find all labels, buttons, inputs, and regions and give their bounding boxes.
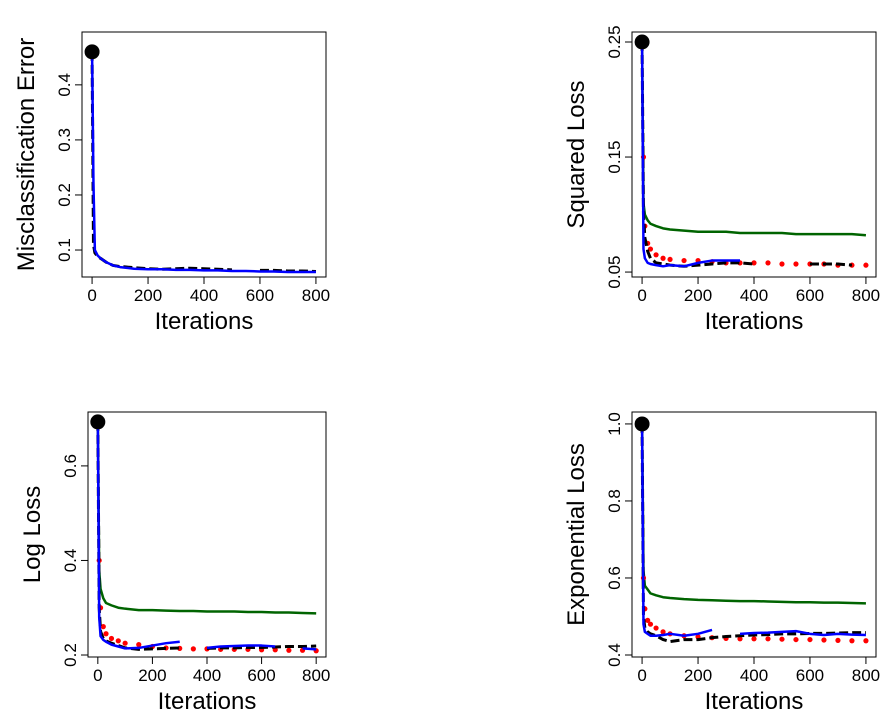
x-axis-title: Iterations	[158, 688, 257, 715]
y-tick-label: 0.2	[61, 643, 80, 667]
x-axis-title: Iterations	[705, 308, 804, 335]
start-marker	[84, 44, 100, 60]
series-line	[96, 421, 317, 651]
plot-frame	[631, 31, 877, 278]
x-tick-label: 600	[247, 666, 275, 685]
y-tick-label: 0.4	[61, 549, 80, 573]
x-tick-label: 0	[637, 666, 646, 685]
panel: 0 200 400 600 800 0.2 0.4 0.6 Iterations Log Loss	[19, 411, 330, 715]
y-tick-label: 0.4	[605, 643, 624, 667]
data-point	[765, 260, 771, 266]
data-point	[793, 636, 799, 643]
y-tick-label: 1.0	[605, 412, 624, 436]
x-tick-label: 400	[740, 286, 768, 305]
panel: 0 200 400 600 800 0.1 0.2 0.3 0.4 Iterations Miscl…	[13, 31, 330, 335]
data-point	[807, 636, 813, 643]
series-line	[640, 423, 866, 605]
x-tick-label: 600	[796, 286, 824, 305]
x-tick-label: 600	[796, 666, 824, 685]
x-tick-label: 400	[740, 666, 768, 685]
data-point	[751, 636, 757, 642]
x-tick-label: 0	[87, 286, 96, 305]
y-axis-title: Exponential Loss	[563, 443, 590, 626]
data-point	[779, 636, 785, 642]
series-line	[96, 421, 317, 615]
data-point	[681, 257, 687, 264]
panel: 0 200 400 600 800 0.05 0.15 0.25 Iterations Squar…	[563, 25, 880, 335]
data-point	[100, 624, 106, 630]
x-tick-label: 200	[138, 666, 166, 685]
y-tick-label: 0.8	[605, 489, 624, 513]
data-point	[647, 246, 654, 252]
start-marker	[634, 416, 650, 432]
series-line	[640, 423, 866, 644]
y-axis-title: Log Loss	[19, 486, 46, 583]
data-point	[667, 256, 673, 263]
series-line	[640, 41, 867, 237]
y-tick-label: 0.3	[55, 128, 74, 152]
x-tick-label: 600	[246, 286, 274, 305]
y-tick-label: 0.25	[605, 25, 624, 58]
data-point	[136, 642, 142, 648]
y-axis-title: Misclassification Error	[13, 38, 40, 271]
data-point	[645, 617, 651, 623]
data-point	[835, 637, 841, 643]
series-line	[90, 51, 316, 273]
series-line	[96, 421, 317, 651]
data-point	[647, 621, 654, 627]
data-point	[821, 637, 827, 643]
x-tick-label: 200	[684, 666, 712, 685]
data-point	[765, 636, 771, 642]
data-point	[849, 638, 855, 644]
data-point	[779, 261, 785, 267]
start-marker	[634, 34, 650, 50]
x-axis-title: Iterations	[155, 308, 254, 335]
data-point	[660, 629, 666, 635]
panel: 0 200 400 600 800 0.4 0.6 0.8 1.0 Iterations Expon…	[563, 411, 880, 715]
data-point	[115, 638, 121, 644]
y-tick-label: 0.4	[55, 73, 74, 97]
data-point	[108, 635, 115, 642]
plot-frame	[631, 411, 877, 658]
y-tick-label: 0.05	[605, 256, 624, 289]
x-tick-label: 200	[684, 286, 712, 305]
series-line	[640, 423, 866, 637]
x-tick-label: 800	[852, 286, 880, 305]
x-tick-label: 800	[302, 286, 330, 305]
x-tick-label: 200	[134, 286, 162, 305]
data-point	[863, 262, 869, 268]
data-point	[122, 640, 128, 646]
y-tick-label: 0.15	[605, 140, 624, 173]
x-tick-label: 800	[852, 666, 880, 685]
series-line	[640, 42, 741, 268]
data-point	[653, 625, 659, 631]
data-point	[793, 261, 799, 267]
y-tick-label: 0.6	[61, 454, 80, 478]
x-tick-label: 0	[637, 286, 646, 305]
y-tick-label: 0.1	[55, 238, 74, 262]
x-axis-title: Iterations	[705, 688, 804, 715]
start-marker	[90, 414, 106, 430]
x-tick-label: 0	[93, 666, 102, 685]
data-point	[660, 255, 666, 261]
data-point	[653, 252, 659, 258]
data-point	[286, 647, 292, 653]
plot-frame	[87, 411, 327, 658]
data-point	[737, 636, 743, 642]
x-tick-label: 400	[193, 666, 221, 685]
data-point	[103, 631, 109, 637]
x-tick-label: 800	[302, 666, 330, 685]
plot-frame	[81, 31, 327, 278]
series-line	[90, 51, 316, 274]
data-point	[190, 646, 196, 652]
data-point	[863, 638, 869, 644]
data-point	[751, 260, 757, 266]
y-tick-label: 0.6	[605, 566, 624, 590]
x-tick-label: 400	[190, 286, 218, 305]
y-axis-title: Squared Loss	[563, 80, 590, 228]
y-tick-label: 0.2	[55, 183, 74, 207]
